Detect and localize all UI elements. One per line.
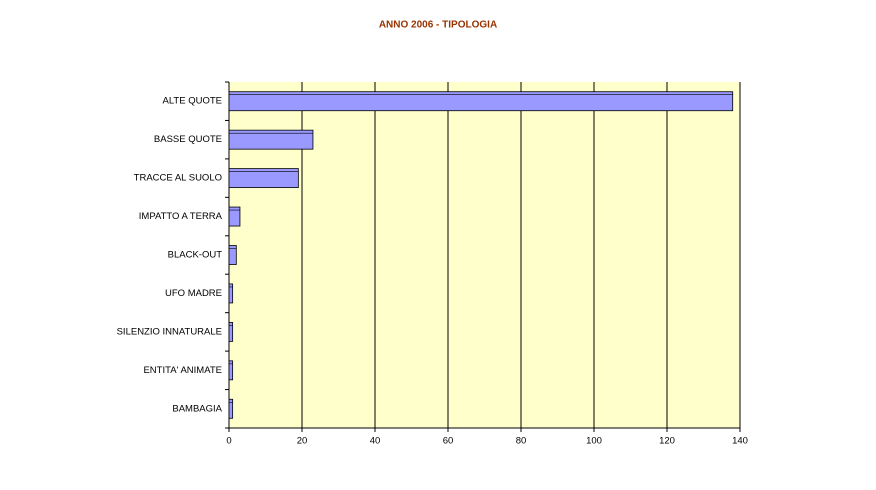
y-tick-label: ALTE QUOTE: [163, 96, 222, 107]
bar: [228, 245, 237, 265]
x-tick-label: 140: [732, 436, 748, 447]
y-tick-label: SILENZIO INNATURALE: [117, 326, 222, 337]
y-tick-label: ENTITA' ANIMATE: [143, 365, 222, 376]
y-tick-label: IMPATTO A TERRA: [139, 211, 223, 222]
x-tick-label: 120: [659, 436, 675, 447]
y-tick-label: BLACK-OUT: [168, 250, 223, 261]
bar: [228, 206, 241, 227]
x-tick-label: 20: [297, 436, 308, 447]
bar: [228, 398, 234, 419]
x-tick-label: 0: [226, 436, 231, 447]
bar: [228, 91, 734, 112]
y-tick-label: UFO MADRE: [165, 288, 222, 299]
bar: [228, 321, 234, 342]
x-tick-label: 80: [516, 436, 527, 447]
y-tick-label: BASSE QUOTE: [154, 134, 222, 145]
y-tick-label: TRACCE AL SUOLO: [134, 173, 222, 184]
x-tick-label: 60: [443, 436, 454, 447]
x-tick-label: 40: [370, 436, 381, 447]
bar: [228, 360, 234, 381]
bar: [228, 168, 299, 189]
bar: [228, 283, 234, 304]
chart-title: ANNO 2006 - TIPOLOGIA: [379, 20, 497, 31]
bar: [228, 129, 314, 150]
plot-area: [229, 82, 740, 428]
y-tick-label: BAMBAGIA: [172, 403, 222, 414]
x-tick-label: 100: [586, 436, 602, 447]
